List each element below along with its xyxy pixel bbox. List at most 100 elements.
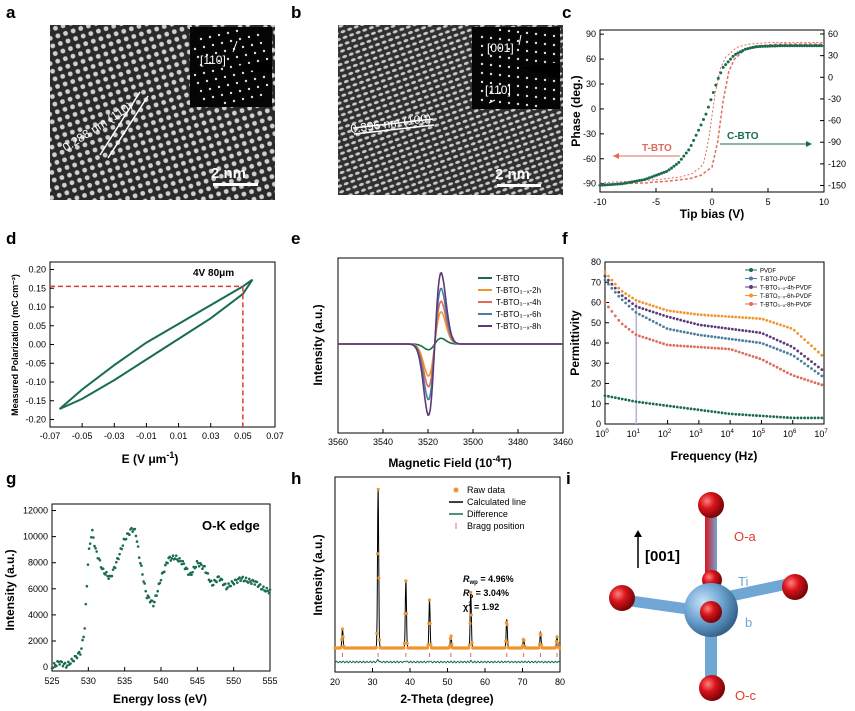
permittivity-point-3: [730, 315, 734, 319]
c-bto-point: [738, 50, 742, 54]
xtick-exponent-f: 1: [637, 429, 641, 435]
eels-point: [252, 579, 255, 583]
permittivity-point-2: [624, 296, 628, 300]
saed-spot: [525, 94, 529, 98]
permittivity-point-3: [803, 338, 807, 341]
c-bto-point: [672, 164, 676, 168]
saed-spot: [223, 101, 227, 105]
permittivity-point-1: [662, 325, 665, 329]
c-bto-point: [820, 44, 824, 48]
eels-point: [118, 552, 121, 556]
permittivity-point-2: [720, 326, 724, 330]
permittivity-point-3: [662, 307, 665, 311]
permittivity-point-3: [748, 316, 751, 320]
permittivity-point-1: [644, 316, 648, 320]
permittivity-point-4: [693, 345, 696, 349]
permittivity-point-0: [607, 394, 610, 398]
saed-spot: [214, 77, 218, 81]
eels-point: [261, 587, 264, 591]
saed-spot: [250, 43, 254, 47]
ytick-label-d: -0.10: [25, 377, 46, 387]
xtick-label-c: 5: [765, 197, 770, 207]
c-bto-point: [645, 177, 649, 181]
saed-spot: [202, 45, 206, 49]
permittivity-point-4: [603, 301, 607, 304]
raw-data-point: [376, 487, 380, 491]
eels-point: [89, 535, 93, 539]
permittivity-point-3: [703, 313, 707, 317]
ylabel-d: Measured Polarization (mC cm⁻²): [10, 274, 20, 416]
permittivity-point-3: [810, 344, 813, 348]
c-bto-point: [640, 178, 644, 182]
eels-point: [113, 566, 117, 570]
permittivity-point-0: [655, 402, 659, 406]
permittivity-point-2: [755, 330, 758, 334]
eels-point: [253, 583, 257, 586]
xtick-exponent-f: 5: [762, 429, 766, 435]
c-bto-point: [743, 47, 747, 51]
ytick-right-label-c: -120: [828, 159, 846, 169]
axes-e: 3560 3540 3520 3500 3480 3460: [328, 429, 573, 447]
permittivity-point-1: [613, 290, 617, 294]
permittivity-point-1: [789, 353, 793, 356]
eels-point: [224, 582, 227, 586]
saed-spot: [226, 57, 230, 61]
saed-spot: [217, 85, 221, 89]
permittivity-point-2: [668, 316, 672, 319]
raw-data-point: [375, 631, 379, 635]
c-bto-point: [699, 123, 703, 127]
permittivity-point-0: [634, 400, 638, 404]
xtick-label-d: 0.07: [266, 431, 284, 441]
legend-label-e: T-BTO₃₋ₓ-6h: [496, 310, 541, 319]
scalebar-b: [497, 184, 541, 187]
permittivity-point-3: [775, 322, 779, 326]
permittivity-point-1: [627, 304, 631, 308]
ytick-label-f: 0: [596, 419, 601, 429]
eels-point: [137, 556, 141, 559]
permittivity-point-1: [679, 329, 683, 333]
permittivity-point-3: [820, 353, 824, 357]
ytick-label-g: 0: [43, 662, 48, 672]
saed-spot: [265, 57, 269, 61]
permittivity-point-0: [765, 414, 769, 418]
permittivity-point-4: [789, 373, 793, 376]
permittivity-point-1: [675, 329, 679, 333]
raw-data-point: [506, 640, 510, 644]
legend-marker-f: [749, 293, 753, 298]
permittivity-point-3: [689, 312, 693, 316]
permittivity-point-3: [768, 320, 772, 323]
eels-point: [142, 580, 145, 583]
permittivity-point-4: [734, 349, 738, 353]
permittivity-point-4: [607, 305, 610, 309]
annotation-d: 4V 80μm: [193, 268, 234, 279]
c-bto-point: [620, 182, 624, 186]
permittivity-point-4: [644, 336, 648, 340]
eels-point: [82, 635, 85, 639]
saed-spot: [247, 87, 251, 91]
saed-spot: [211, 69, 215, 73]
panel-h: h 20 30 40 50 60 70 80 Raw data Calculated line…: [291, 469, 565, 706]
eels-point: [268, 588, 272, 591]
eels-point: [111, 568, 115, 571]
c-bto-point: [798, 44, 802, 48]
saed-spot: [498, 82, 502, 86]
c-bto-point: [746, 47, 750, 51]
saed-spot: [534, 41, 538, 45]
xtick-label-d: -0.01: [136, 431, 157, 441]
xlabel-f: Frequency (Hz): [671, 449, 758, 463]
permittivity-point-4: [730, 348, 734, 352]
permittivity-point-2: [689, 321, 693, 325]
c-bto-point: [812, 44, 816, 48]
eels-point: [79, 653, 82, 656]
permittivity-point-0: [727, 412, 731, 416]
c-bto-point: [647, 176, 651, 180]
permittivity-point-1: [727, 337, 731, 341]
permittivity-point-1: [658, 323, 662, 327]
permittivity-point-0: [638, 400, 641, 404]
permittivity-point-4: [820, 383, 824, 387]
saed-spot: [516, 57, 520, 61]
saed-spot: [525, 103, 529, 107]
raw-data-point: [402, 646, 406, 650]
inset-direction-b-top: [001]: [487, 41, 514, 55]
ytick-label-c: -30: [583, 129, 596, 139]
